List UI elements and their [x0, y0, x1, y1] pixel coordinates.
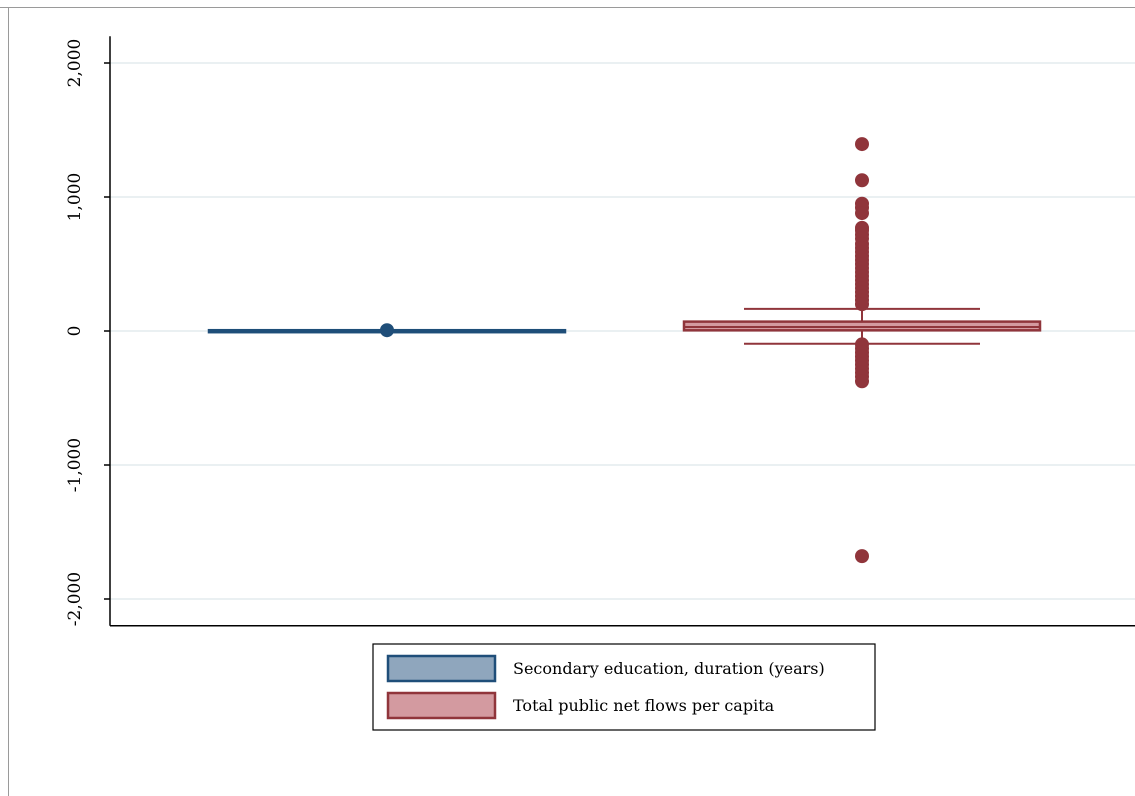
- legend-swatch-1: [386, 691, 497, 720]
- y-tick-label-4: -2,000: [65, 572, 85, 626]
- box-0-outlier-0: [380, 323, 394, 338]
- box-1: [682, 137, 1042, 564]
- y-tick-label-0: 2,000: [65, 39, 85, 88]
- y-tick-label-1: 1,000: [65, 173, 85, 222]
- box-1-outlier-4: [855, 206, 869, 221]
- legend-label-0: Secondary education, duration (years): [513, 659, 825, 678]
- legend-swatch-0: [386, 654, 497, 683]
- box-1-outlier-0: [855, 137, 869, 152]
- box-1-outlier-35: [855, 549, 869, 564]
- box-1-iqr: [682, 320, 1042, 332]
- box-0: [207, 323, 567, 338]
- box-1-outlier-1: [855, 173, 869, 188]
- legend-label-1: Total public net flows per capita: [513, 696, 775, 715]
- legend: Secondary education, duration (years) Tot…: [372, 643, 876, 731]
- y-axis: 2,000 1,000 0 -1,000 -2,000: [65, 36, 1135, 627]
- box-1-outlier-34: [855, 374, 869, 389]
- y-tick-label-2: 0: [65, 326, 85, 337]
- box-1-outlier-24: [855, 297, 869, 312]
- y-tick-label-3: -1,000: [65, 438, 85, 492]
- plot-area: [207, 137, 1042, 564]
